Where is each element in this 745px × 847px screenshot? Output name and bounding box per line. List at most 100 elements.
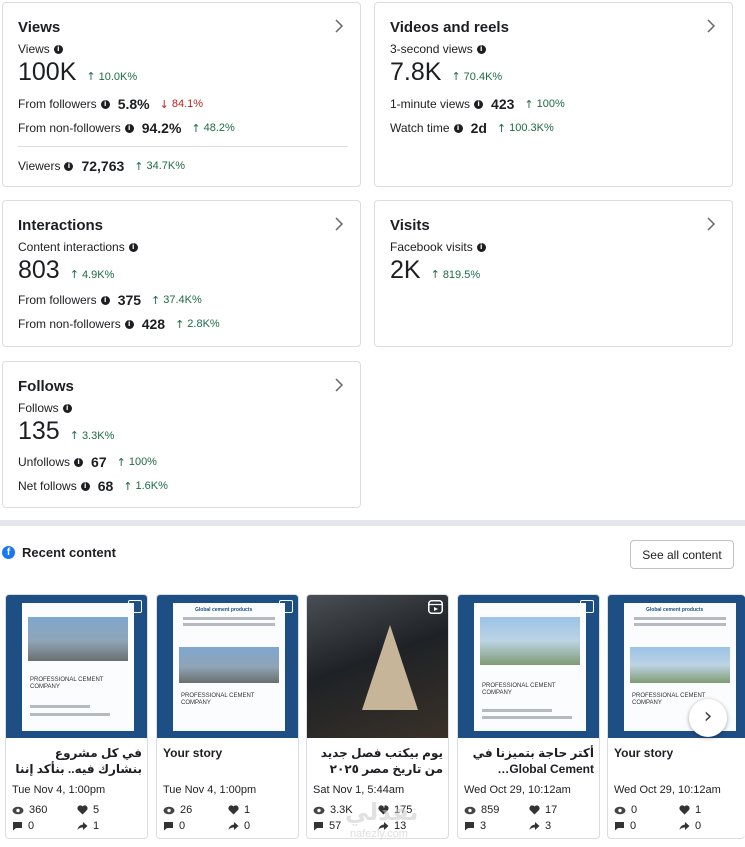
shares-stat: 0	[228, 820, 250, 832]
info-icon[interactable]: i	[476, 44, 486, 54]
eye-icon	[12, 806, 24, 814]
reel-icon	[428, 600, 443, 614]
poster-brand: Global cement products	[195, 607, 253, 613]
heart-icon	[529, 805, 540, 815]
views-stat: 360	[12, 804, 47, 816]
carousel-next-button[interactable]: ›	[689, 699, 727, 737]
building-photo	[630, 647, 730, 683]
views-delta: ↑ 10.0K%	[86, 70, 138, 83]
recent-content-header: f Recent content	[2, 545, 116, 560]
post-thumbnail[interactable]	[307, 595, 448, 738]
info-icon[interactable]: i	[100, 99, 110, 109]
videos-card[interactable]: Videos and reels 3-second views i 7.8K ↑ 70…	[374, 2, 733, 187]
share-icon	[679, 822, 690, 830]
likes-stat: 5	[77, 804, 99, 816]
comments-stat: 0	[614, 820, 636, 832]
videos-watch-time: Watch time i 2d ↑ 100.3K%	[390, 120, 554, 136]
views-viewers: Viewers i 72,763 ↑ 34.7K%	[18, 158, 186, 174]
comment-icon	[314, 822, 323, 831]
arrow-up-icon: ↑	[430, 268, 440, 281]
post-date: Wed Oct 29, 10:12am	[614, 784, 721, 796]
info-icon[interactable]: i	[64, 161, 74, 171]
content-card[interactable]: PROFESSIONAL CEMENT COMPANY في كل مشروع …	[5, 594, 148, 839]
post-caption: أكتر حاجة بتميزنا في Global Cement…	[472, 746, 594, 776]
views-metric-label: Views i	[18, 42, 63, 56]
info-icon[interactable]: i	[80, 481, 90, 491]
videos-metric-label: 3-second views i	[390, 42, 486, 56]
follows-value: 135 ↑ 3.3K%	[18, 417, 115, 445]
comment-icon	[465, 822, 474, 831]
post-thumbnail[interactable]: Global cement products PROFESSIONAL CEME…	[157, 595, 298, 738]
chevron-right-icon[interactable]	[334, 19, 344, 33]
chevron-right-icon[interactable]	[334, 378, 344, 392]
views-stat: 26	[163, 804, 192, 816]
info-icon[interactable]: i	[453, 123, 463, 133]
info-icon[interactable]: i	[476, 242, 486, 252]
watermark-url: nafezly.com	[350, 828, 408, 840]
share-icon	[228, 822, 239, 830]
views-stat: 3.3K	[313, 804, 353, 816]
info-icon[interactable]: i	[100, 295, 110, 305]
heart-icon	[228, 805, 239, 815]
comment-icon	[164, 822, 173, 831]
visits-metric-label: Facebook visits i	[390, 240, 486, 254]
see-all-content-button[interactable]: See all content	[630, 540, 734, 569]
chevron-right-icon[interactable]	[706, 217, 716, 231]
visits-card[interactable]: Visits Facebook visits i 2K ↑ 819.5%	[374, 200, 733, 347]
post-date: Wed Oct 29, 10:12am	[464, 784, 571, 796]
interactions-title: Interactions	[18, 217, 104, 234]
info-icon[interactable]: i	[128, 242, 138, 252]
info-icon[interactable]: i	[124, 319, 134, 329]
follows-card[interactable]: Follows Follows i 135 ↑ 3.3K% Unfollows i 67 ↑…	[2, 361, 361, 508]
views-stat: 859	[464, 804, 499, 816]
divider	[18, 146, 348, 147]
share-icon	[77, 822, 88, 830]
chevron-right-icon[interactable]	[706, 19, 716, 33]
image-icon	[279, 600, 293, 613]
views-stat: 0	[614, 804, 637, 816]
follows-title: Follows	[18, 378, 74, 395]
info-icon[interactable]: i	[124, 123, 134, 133]
post-thumbnail[interactable]: PROFESSIONAL CEMENT COMPANY	[458, 595, 599, 738]
shares-stat: 13	[378, 820, 406, 832]
info-icon[interactable]: i	[62, 403, 72, 413]
share-icon	[378, 822, 389, 830]
views-value: 100K ↑ 10.0K%	[18, 58, 138, 86]
info-icon[interactable]: i	[53, 44, 63, 54]
follows-metric-label: Follows i	[18, 401, 72, 415]
post-caption: Your story	[614, 746, 674, 760]
post-date: Tue Nov 4, 1:00pm	[12, 784, 106, 796]
interactions-card[interactable]: Interactions Content interactions i 803 ↑ 4…	[2, 200, 361, 347]
interactions-value: 803 ↑ 4.9K%	[18, 256, 115, 284]
content-card[interactable]: يوم بيكتب فصل جديد من تاريخ مصر ٢٠٢٥ بكل…	[306, 594, 449, 839]
arrow-up-icon: ↑	[496, 121, 507, 135]
visits-title: Visits	[390, 217, 430, 234]
post-thumbnail[interactable]: PROFESSIONAL CEMENT COMPANY	[6, 595, 147, 738]
eye-icon	[614, 806, 626, 814]
info-icon[interactable]: i	[474, 99, 484, 109]
share-icon	[529, 822, 540, 830]
poster-image: Global cement products PROFESSIONAL CEME…	[624, 603, 736, 731]
building-photo	[480, 617, 580, 665]
follows-unfollows: Unfollows i 67 ↑ 100%	[18, 454, 157, 470]
heart-icon	[378, 805, 389, 815]
arrow-up-icon: ↑	[69, 429, 79, 442]
views-from-non-followers: From non-followers i 94.2% ↑ 48.2%	[18, 120, 235, 136]
comment-icon	[13, 822, 22, 831]
arrow-up-icon: ↑	[123, 479, 133, 493]
poster-title: PROFESSIONAL CEMENT COMPANY	[482, 683, 556, 696]
poster-image: PROFESSIONAL CEMENT COMPANY	[22, 603, 134, 731]
info-icon[interactable]: i	[74, 457, 84, 467]
comments-stat: 0	[163, 820, 185, 832]
content-card[interactable]: Global cement products PROFESSIONAL CEME…	[156, 594, 299, 839]
shares-stat: 1	[77, 820, 99, 832]
videos-title: Videos and reels	[390, 19, 509, 36]
views-card[interactable]: Views Views i 100K ↑ 10.0K% From followers i…	[2, 2, 361, 187]
videos-value: 7.8K ↑ 70.4K%	[390, 58, 503, 86]
image-icon	[580, 600, 594, 613]
post-date: Sat Nov 1, 5:44am	[313, 784, 405, 796]
likes-stat: 17	[529, 804, 557, 816]
watermark: نفذلي	[345, 798, 419, 826]
content-card[interactable]: PROFESSIONAL CEMENT COMPANY أكتر حاجة بت…	[457, 594, 600, 839]
chevron-right-icon[interactable]	[334, 217, 344, 231]
